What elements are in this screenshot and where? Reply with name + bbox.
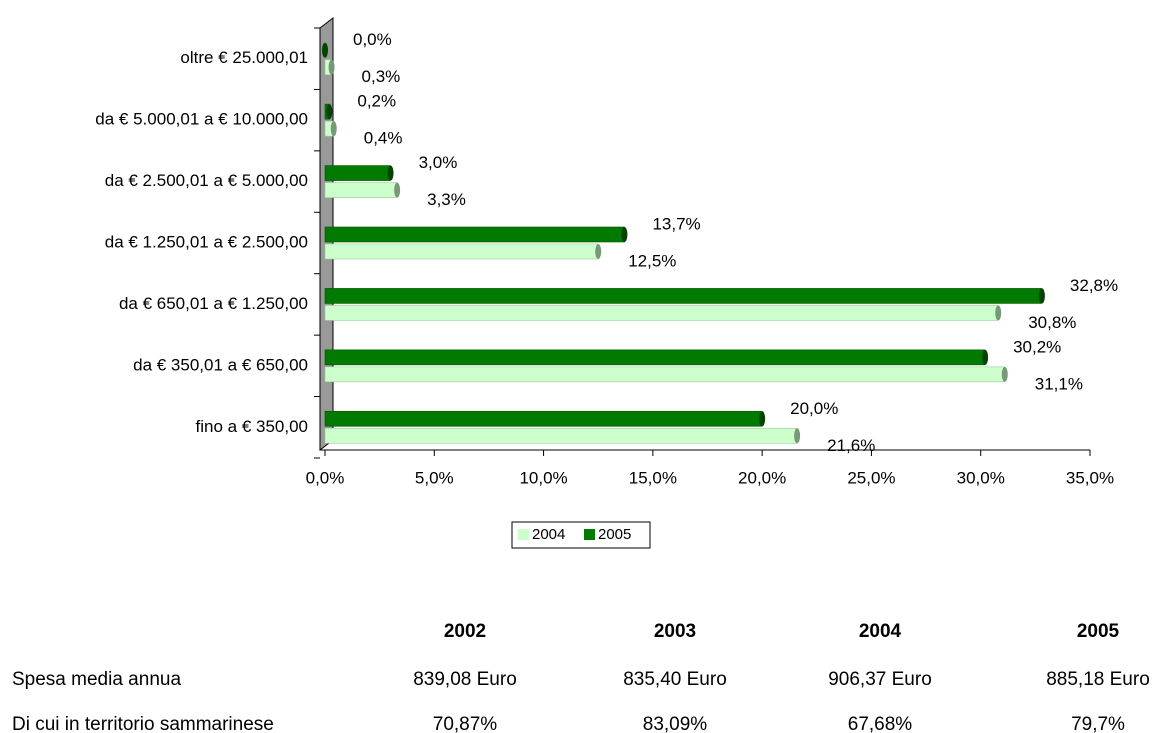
bar-cap: [982, 349, 989, 365]
x-tick-label: 15,0%: [629, 468, 677, 487]
legend-label: 2005: [598, 526, 631, 543]
legend-swatch: [518, 529, 529, 540]
table-cell: 79,7%: [1071, 714, 1125, 733]
legend-label: 2004: [532, 526, 565, 543]
bar: [324, 243, 599, 260]
bar-cap: [322, 42, 328, 58]
value-label: 20,0%: [790, 399, 838, 418]
bar: [324, 165, 391, 181]
bar-cap: [621, 227, 628, 242]
table-header: 2003: [654, 621, 696, 642]
bar-cap: [1038, 288, 1045, 304]
bar-cap: [759, 411, 766, 427]
bar: [324, 366, 1006, 383]
bar-cap: [1001, 366, 1008, 382]
table-header: 2002: [444, 621, 486, 642]
value-label: 30,2%: [1013, 337, 1061, 356]
table-cell: 906,37 Euro: [828, 669, 932, 690]
bar-cap: [328, 59, 335, 75]
y-tick-label: da € 5.000,01 a € 10.000,00: [95, 110, 308, 129]
bar-cap: [995, 305, 1002, 321]
x-tick-label: 30,0%: [957, 468, 1005, 487]
bar: [324, 182, 398, 198]
table-cell: 83,09%: [643, 714, 708, 733]
table-cell: 67,68%: [848, 714, 913, 733]
value-label: 12,5%: [628, 251, 676, 270]
x-tick-label: 20,0%: [738, 468, 786, 487]
row-label: Di cui in territorio sammarinese: [12, 714, 274, 733]
bar: [324, 305, 999, 321]
x-tick-label: 35,0%: [1066, 468, 1114, 487]
table-header: 2005: [1077, 621, 1120, 642]
table-cell: 885,18 Euro: [1046, 669, 1150, 690]
value-label: 0,2%: [357, 92, 396, 111]
value-label: 31,1%: [1035, 374, 1083, 393]
x-tick-label: 5,0%: [415, 468, 454, 487]
value-label: 21,6%: [827, 436, 875, 455]
legend-swatch: [584, 529, 595, 540]
value-label: 3,3%: [427, 190, 466, 209]
x-tick-label: 0,0%: [306, 468, 345, 487]
y-tick-label: da € 1.250,01 a € 2.500,00: [105, 232, 308, 251]
bar: [324, 427, 798, 444]
bar-cap: [387, 165, 394, 181]
bar-cap: [794, 428, 801, 444]
value-label: 0,3%: [362, 67, 401, 86]
value-label: 30,8%: [1028, 313, 1076, 332]
bar: [324, 288, 1043, 304]
legend: [511, 521, 651, 549]
y-tick-label: da € 2.500,01 a € 5.000,00: [105, 171, 308, 190]
table-cell: 839,08 Euro: [413, 669, 517, 690]
value-label: 3,0%: [419, 153, 458, 172]
bar: [324, 226, 625, 243]
bar: [324, 410, 763, 427]
row-label: Spesa media annua: [12, 669, 181, 690]
y-tick-label: da € 650,01 a € 1.250,00: [119, 294, 308, 313]
table-cell: 70,87%: [433, 714, 498, 733]
value-label: 0,0%: [353, 30, 392, 49]
bar-cap: [326, 104, 333, 120]
value-label: 13,7%: [652, 214, 700, 233]
bar-cap: [330, 121, 337, 137]
y-tick-label: fino a € 350,00: [196, 417, 308, 436]
bar-cap: [595, 244, 602, 259]
y-tick-label: oltre € 25.000,01: [180, 48, 308, 67]
table-header: 2004: [859, 621, 902, 642]
y-tick-label: da € 350,01 a € 650,00: [133, 355, 308, 374]
x-tick-label: 25,0%: [847, 468, 895, 487]
x-tick-label: 10,0%: [519, 468, 567, 487]
value-label: 0,4%: [364, 129, 403, 148]
bar-cap: [394, 182, 401, 198]
table-cell: 835,40 Euro: [623, 669, 727, 690]
value-label: 32,8%: [1070, 276, 1118, 295]
bar: [324, 349, 986, 366]
